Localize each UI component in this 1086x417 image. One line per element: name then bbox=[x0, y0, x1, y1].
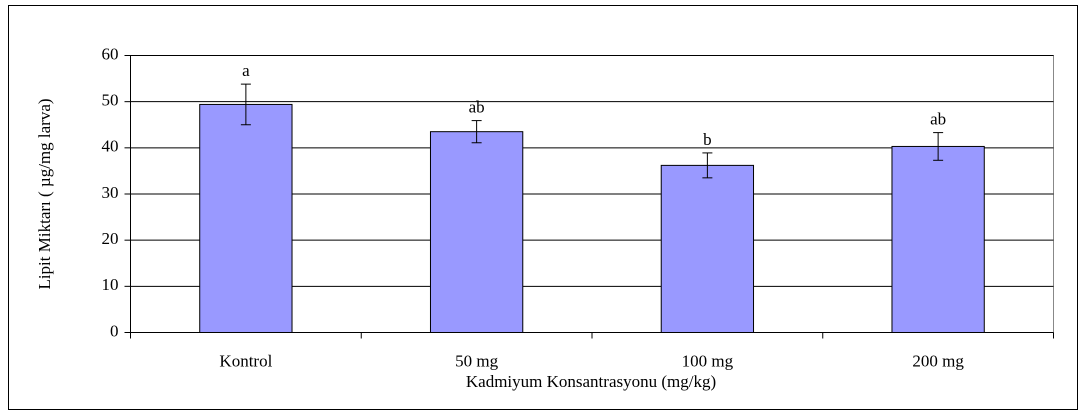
x-tick-label: 200 mg bbox=[912, 351, 964, 370]
bar bbox=[429, 131, 524, 333]
y-tick-label: 20 bbox=[102, 229, 119, 248]
annotation: b bbox=[703, 130, 712, 149]
y-tick-label: 10 bbox=[102, 275, 119, 294]
y-tick-label: 0 bbox=[110, 321, 119, 340]
error-bar bbox=[471, 120, 482, 144]
error-bar bbox=[702, 152, 713, 179]
x-tick-label: 100 mg bbox=[682, 351, 734, 370]
bar bbox=[660, 164, 755, 333]
x-tick-label: 50 mg bbox=[455, 351, 498, 370]
y-tick-label: 30 bbox=[102, 183, 119, 202]
x-tick-label: Kontrol bbox=[219, 351, 272, 370]
y-tick-label: 50 bbox=[102, 91, 119, 110]
bar bbox=[199, 103, 293, 334]
error-bar bbox=[240, 83, 251, 126]
annotation: ab bbox=[469, 98, 485, 117]
x-axis-label: Kadmiyum Konsantrasyonu (mg/kg) bbox=[466, 372, 716, 391]
annotation: a bbox=[242, 61, 250, 80]
y-axis-label: Lipit Miktarı ( µg/mg larva) bbox=[35, 98, 54, 289]
error-bar bbox=[933, 132, 944, 161]
y-tick-label: 40 bbox=[102, 137, 119, 156]
bar bbox=[891, 145, 985, 333]
annotation: ab bbox=[930, 110, 946, 129]
y-tick-label: 60 bbox=[102, 44, 119, 63]
